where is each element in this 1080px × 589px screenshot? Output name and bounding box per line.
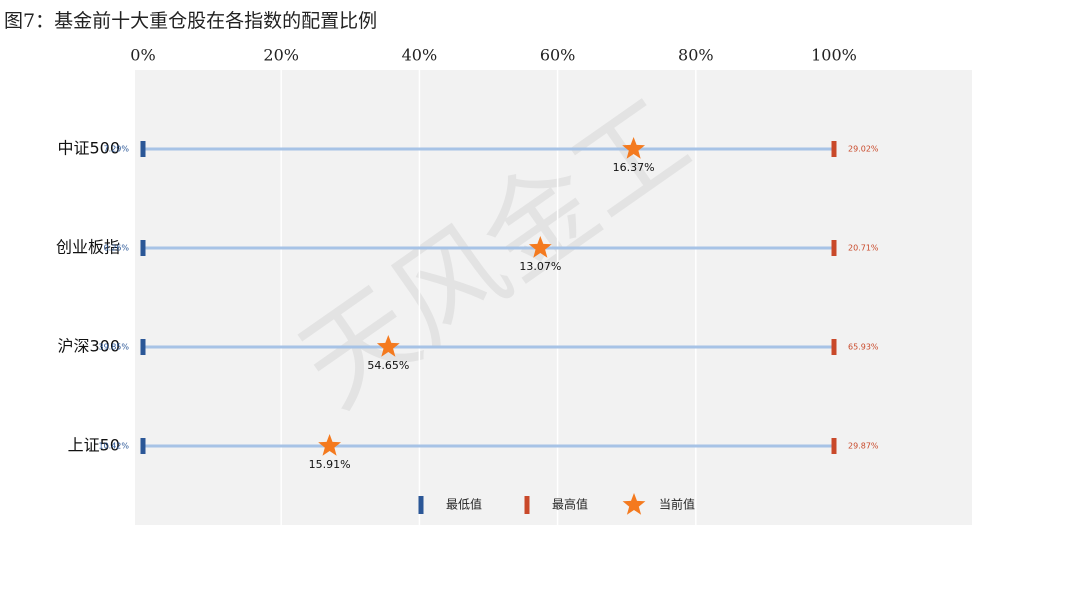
x-tick-label: 0%: [130, 46, 155, 65]
current-label: 13.07%: [519, 260, 561, 273]
min-marker: [140, 141, 146, 157]
x-tick-label: 40%: [402, 46, 438, 65]
max-label: 65.93%: [848, 343, 879, 352]
min-marker: [140, 438, 146, 454]
chart-title: 图7：基金前十大重仓股在各指数的配置比例: [4, 10, 377, 32]
max-marker: [831, 141, 837, 157]
category-label: 中证500: [57, 139, 120, 158]
max-label: 29.87%: [848, 442, 879, 451]
max-marker: [831, 339, 837, 355]
category-label: 创业板指: [56, 238, 120, 257]
current-star: [376, 335, 400, 357]
legend-swatch: [524, 496, 530, 514]
current-star: [528, 236, 552, 258]
min-marker: [140, 240, 146, 256]
current-star: [622, 137, 645, 159]
x-tick-label: 60%: [540, 46, 576, 65]
legend-label: 当前值: [659, 497, 695, 512]
min-label: 0.26%: [104, 244, 130, 253]
legend-label: 最高值: [552, 497, 588, 512]
min-label: 7.29%: [104, 145, 130, 154]
current-star: [318, 434, 341, 456]
current-label: 54.65%: [367, 359, 409, 372]
category-label: 上证50: [68, 436, 120, 455]
x-tick-label: 100%: [811, 46, 857, 65]
max-label: 29.02%: [848, 145, 879, 154]
min-label: 39.85%: [98, 343, 129, 352]
max-label: 20.71%: [848, 244, 879, 253]
current-label: 16.37%: [613, 161, 655, 174]
x-tick-label: 20%: [263, 46, 299, 65]
legend-swatch: [622, 493, 646, 515]
max-marker: [831, 240, 837, 256]
max-marker: [831, 438, 837, 454]
legend-swatch: [418, 496, 424, 514]
legend-label: 最低值: [446, 497, 482, 512]
current-label: 15.91%: [309, 458, 351, 471]
x-tick-label: 80%: [678, 46, 714, 65]
min-marker: [140, 339, 146, 355]
category-label: 沪深300: [57, 337, 120, 356]
min-label: 10.42%: [98, 442, 129, 451]
